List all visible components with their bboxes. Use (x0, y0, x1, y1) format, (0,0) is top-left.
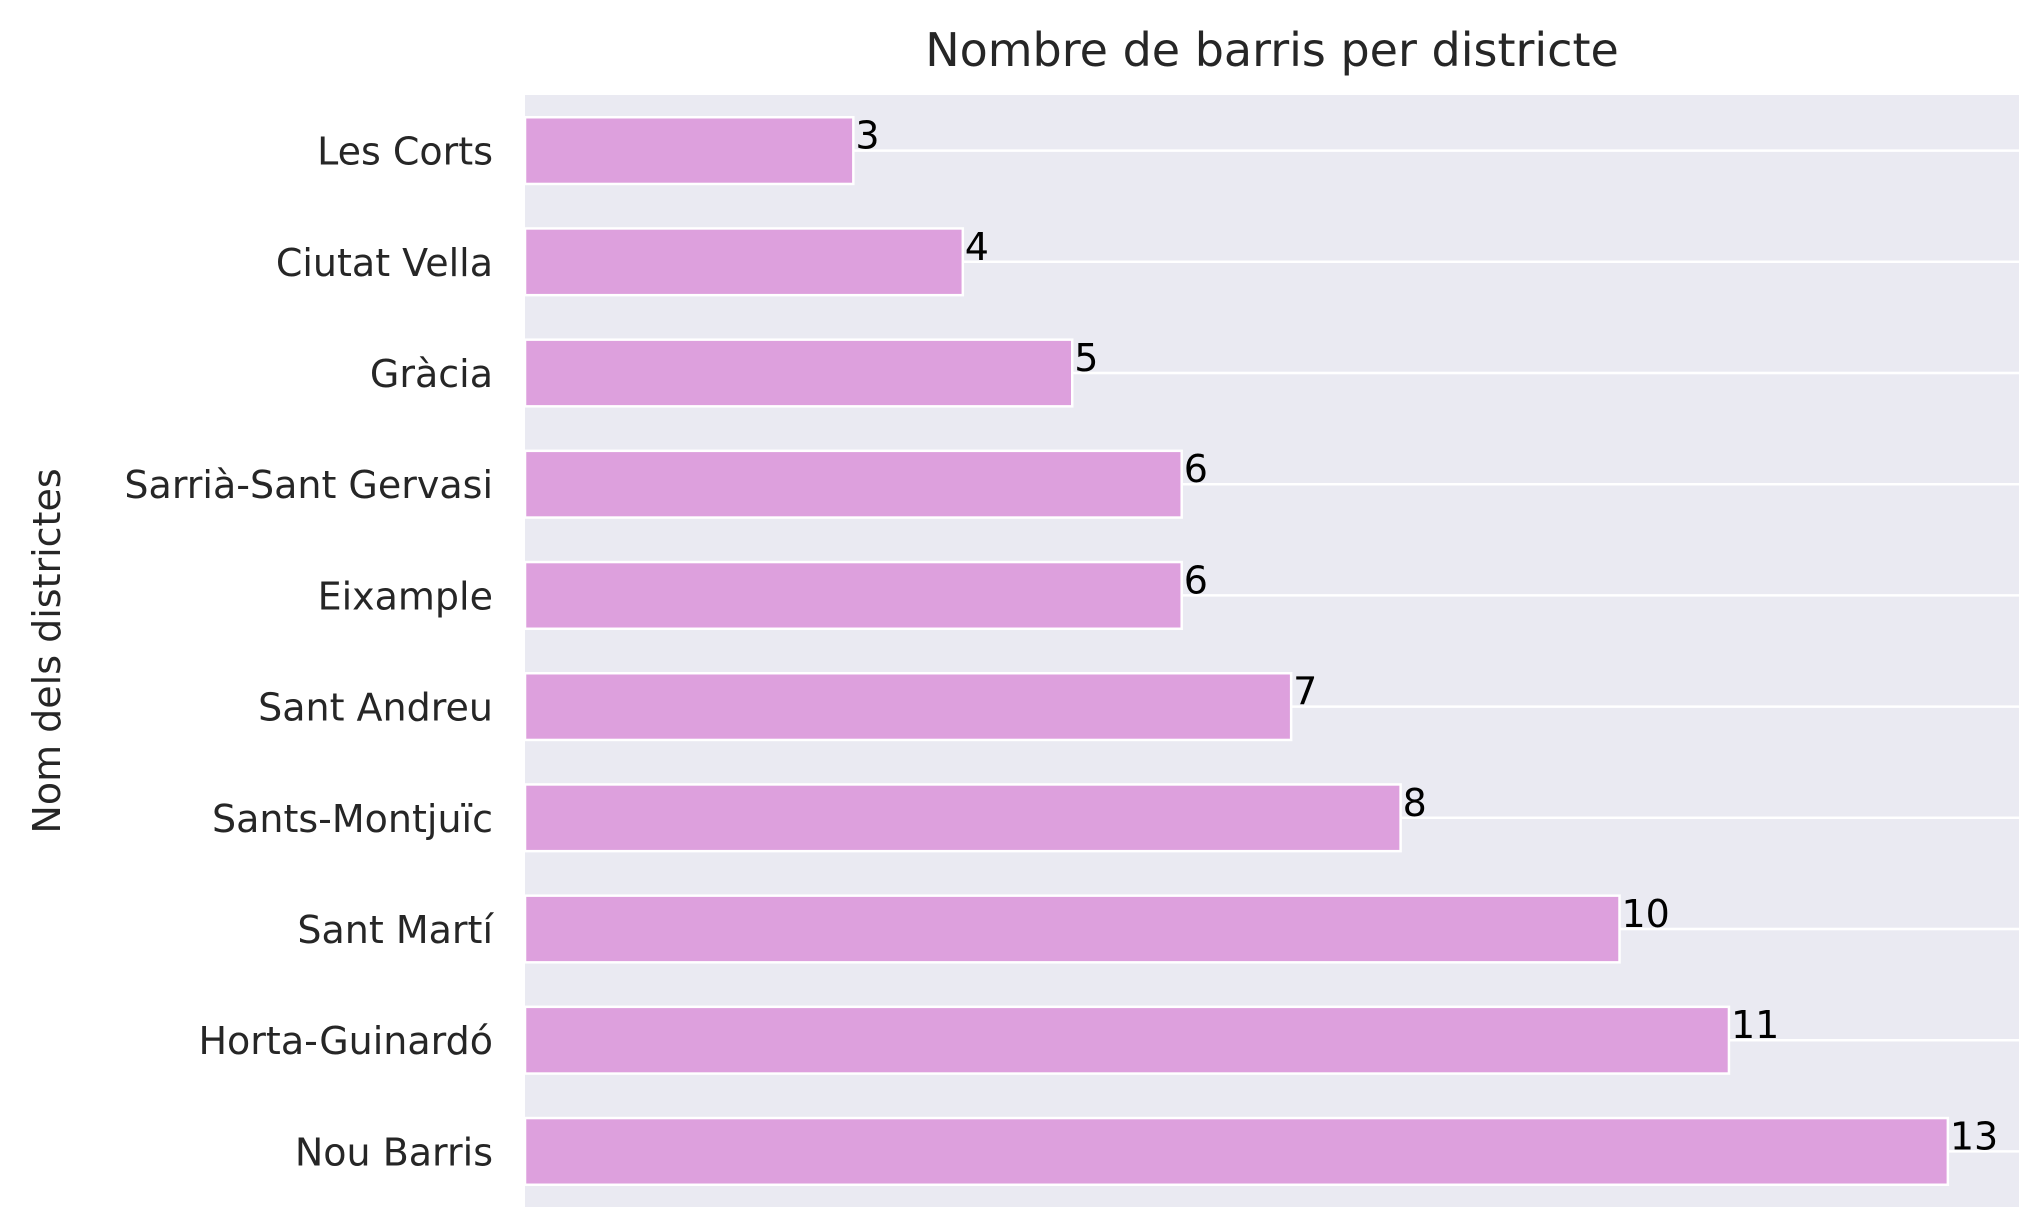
data-label: 6 (1184, 447, 1208, 491)
y-tick-label: Sant Andreu (258, 686, 493, 730)
y-tick-label: Sarrià-Sant Gervasi (124, 463, 493, 507)
bar-ciutat-vella (523, 227, 965, 297)
bar-sant-mart- (523, 894, 1621, 964)
y-tick-label: Les Corts (317, 130, 493, 174)
y-tick-label: Sants-Montjuïc (212, 797, 493, 841)
data-label: 13 (1950, 1114, 1998, 1158)
chart-title: Nombre de barris per districte (925, 23, 1619, 77)
data-label: 11 (1731, 1003, 1779, 1047)
bar-sants-montju-c (523, 783, 1402, 853)
y-tick-label: Horta-Guinardó (198, 1019, 493, 1063)
y-axis-label: Nom dels districtes (25, 468, 69, 833)
data-label: 3 (855, 114, 879, 158)
data-label: 10 (1622, 892, 1670, 936)
data-label: 4 (965, 225, 989, 269)
bar-eixample (523, 560, 1183, 631)
y-tick-label: Eixample (318, 574, 493, 618)
y-tick-label: Gràcia (370, 352, 493, 396)
bar-sarri-sant-gervasi (523, 449, 1183, 519)
y-tick-labels: Les Corts Ciutat Vella Gràcia Sarrià-Sant G… (124, 130, 494, 1175)
bar-sant-andreu (523, 671, 1293, 742)
data-labels: 3 4 5 6 6 7 8 10 11 13 (855, 114, 1998, 1159)
data-label: 8 (1403, 781, 1427, 825)
bar-gr-cia (523, 338, 1074, 408)
bar-nou-barris (523, 1116, 1950, 1187)
bars (523, 115, 1950, 1187)
y-tick-label: Ciutat Vella (276, 241, 493, 285)
y-tick-label: Nou Barris (295, 1130, 493, 1174)
bar-les-corts (523, 115, 855, 186)
data-label: 6 (1184, 558, 1208, 602)
data-label: 5 (1074, 336, 1098, 380)
y-tick-label: Sant Martí (297, 908, 494, 952)
data-label: 7 (1293, 670, 1317, 714)
bar-horta-guinard- (523, 1005, 1731, 1075)
